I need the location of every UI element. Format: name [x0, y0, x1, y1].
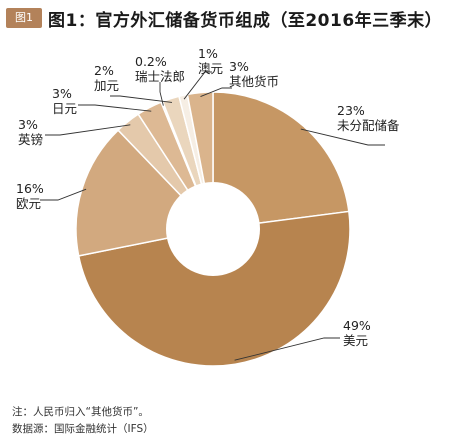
leader-cad — [110, 95, 173, 103]
slice-label-gbp: 3% 英镑 — [18, 117, 44, 147]
slice-unallocated — [212, 91, 350, 230]
leader-aud — [183, 71, 212, 100]
leader-lines — [40, 71, 385, 361]
slice-label-other: 3% 其他货币 — [229, 59, 280, 89]
leader-other — [200, 87, 232, 98]
slice-label-jpy: 3% 日元 — [52, 86, 78, 116]
data-source: 数据源：国际金融统计（IFS） — [12, 423, 154, 435]
figure-badge: 图1 — [6, 8, 42, 28]
slice-usd — [77, 210, 351, 367]
leader-eur — [40, 188, 87, 201]
slice-label-aud: 1% 澳元 — [198, 46, 224, 76]
slice-label-eur: 16% 欧元 — [16, 181, 44, 211]
chart-title: 图1：官方外汇储备货币组成（至2016年三季末） — [48, 11, 443, 31]
slice-label-cad: 2% 加元 — [94, 63, 120, 93]
slice-label-unallocated: 23% 未分配储备 — [337, 103, 400, 133]
slice-label-chf: 0.2% 瑞士法郎 — [135, 54, 186, 84]
slice-label-usd: 49% 美元 — [343, 318, 371, 348]
leader-usd — [234, 337, 340, 361]
leader-jpy — [78, 104, 152, 112]
footnote: 注：人民币归入“其他货币”。 — [12, 406, 149, 418]
leader-unallocated — [300, 128, 385, 146]
donut-hole — [166, 182, 260, 276]
leader-gbp — [45, 124, 131, 136]
